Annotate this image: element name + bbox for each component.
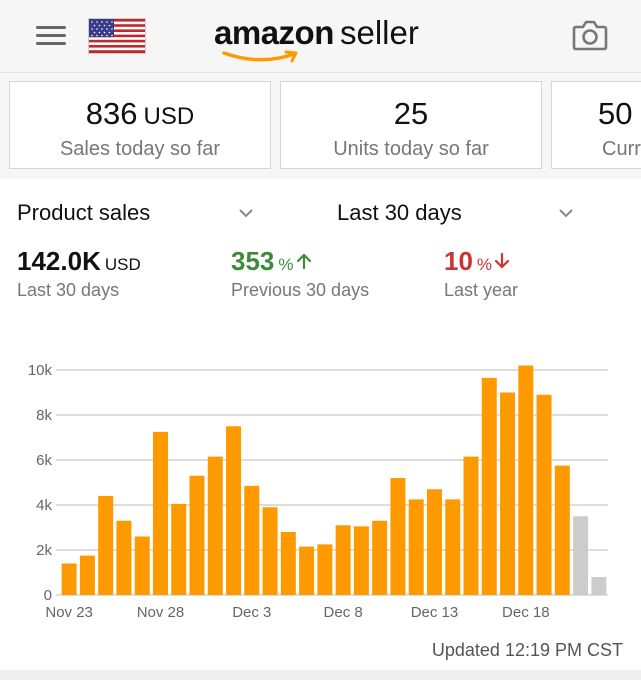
units-today-value: 25 [393, 96, 429, 131]
amazon-smile-icon [222, 50, 298, 63]
bar[interactable] [299, 546, 315, 595]
metric-previous-value: 353 [231, 246, 275, 276]
bar[interactable] [98, 496, 114, 595]
bar[interactable] [152, 431, 168, 595]
bar[interactable] [591, 577, 607, 595]
us-flag-icon[interactable] [88, 18, 146, 54]
bar[interactable] [426, 489, 442, 595]
metric-previous-sub: Previous 30 days [231, 280, 370, 300]
metric-total: 142.0K USD Last 30 days [17, 246, 141, 300]
logo-suffix: seller [340, 14, 419, 51]
down-arrow-icon [494, 252, 510, 269]
bar[interactable] [134, 536, 150, 596]
bar[interactable] [408, 499, 424, 595]
bar[interactable] [79, 555, 95, 595]
bar[interactable] [262, 507, 278, 595]
bar[interactable] [116, 520, 132, 595]
amazon-seller-logo: amazon seller [214, 12, 434, 63]
bar[interactable] [280, 532, 296, 595]
partial-card-value: 50 [598, 96, 633, 131]
bar[interactable] [536, 394, 552, 595]
y-tick-label: 4k [36, 497, 52, 514]
bar[interactable] [335, 525, 351, 595]
camera-icon[interactable] [572, 18, 608, 52]
metric-previous-unit: % [278, 255, 294, 274]
sales-today-card[interactable]: 836 USD Sales today so far [9, 81, 271, 169]
bottom-divider [0, 670, 641, 680]
bar[interactable] [481, 377, 497, 595]
metric-last-year-value: 10 [444, 246, 473, 276]
bar[interactable] [500, 392, 516, 596]
x-tick-label: Dec 13 [411, 604, 459, 621]
hamburger-menu-icon[interactable] [36, 26, 66, 46]
stat-cards: 836 USD Sales today so far 25 Units today… [0, 73, 641, 179]
period-dropdown[interactable]: Last 30 days [337, 196, 587, 230]
bar[interactable] [573, 516, 589, 595]
bar[interactable] [372, 520, 388, 595]
x-tick-label: Nov 23 [45, 604, 93, 621]
partial-card-label: Curr [602, 138, 641, 160]
bar[interactable] [518, 365, 534, 596]
y-tick-label: 2k [36, 542, 52, 559]
metric-total-value: 142.0K [17, 246, 101, 276]
up-arrow-icon [296, 253, 311, 270]
bar[interactable] [171, 503, 187, 595]
metric-last-year-sub: Last year [444, 280, 519, 300]
updated-timestamp: Updated 12:19 PM CST [431, 640, 623, 660]
metric-last-year-unit: % [476, 255, 493, 274]
x-tick-label: Dec 18 [502, 604, 550, 621]
logo-brand: amazon [214, 14, 334, 51]
bar[interactable] [226, 426, 242, 595]
sales-bar-chart: 0 2k 4k 6k 8k 10k Nov 23 Nov 28 Dec 3 Dec 8 Dec 13… [28, 362, 608, 621]
bar[interactable] [61, 563, 77, 596]
period-dropdown-label: Last 30 days [337, 200, 462, 225]
bar[interactable] [353, 526, 369, 595]
bar[interactable] [445, 499, 461, 595]
y-tick-label: 6k [36, 452, 52, 469]
y-tick-label: 0 [44, 587, 52, 604]
x-tick-label: Dec 3 [232, 604, 271, 621]
units-today-card[interactable]: 25 Units today so far [280, 81, 542, 169]
sales-today-label: Sales today so far [59, 138, 221, 160]
metric-dropdown-label: Product sales [17, 200, 151, 225]
y-tick-label: 8k [36, 407, 52, 424]
x-tick-label: Nov 28 [137, 604, 185, 621]
app-header: amazon seller [0, 0, 641, 73]
bar[interactable] [317, 544, 333, 595]
metric-dropdown[interactable]: Product sales [17, 196, 267, 230]
metric-previous: 353% Previous 30 days [231, 246, 369, 300]
metric-total-sub: Last 30 days [17, 280, 120, 300]
bar[interactable] [554, 465, 570, 595]
chevron-down-icon [239, 209, 253, 218]
y-tick-label: 10k [28, 362, 53, 379]
bar[interactable] [244, 485, 260, 595]
metric-total-unit: USD [104, 255, 141, 274]
bar[interactable] [207, 456, 223, 595]
bar[interactable] [390, 478, 406, 595]
x-tick-label: Dec 8 [324, 604, 363, 621]
bar[interactable] [463, 456, 479, 595]
chevron-down-icon [559, 209, 573, 218]
bar[interactable] [189, 475, 205, 595]
units-today-label: Units today so far [333, 138, 489, 160]
metric-last-year: 10% Last year [444, 246, 518, 300]
partial-card[interactable]: 50 Curr [551, 81, 641, 169]
sales-today-value: 836 USD [85, 96, 195, 131]
